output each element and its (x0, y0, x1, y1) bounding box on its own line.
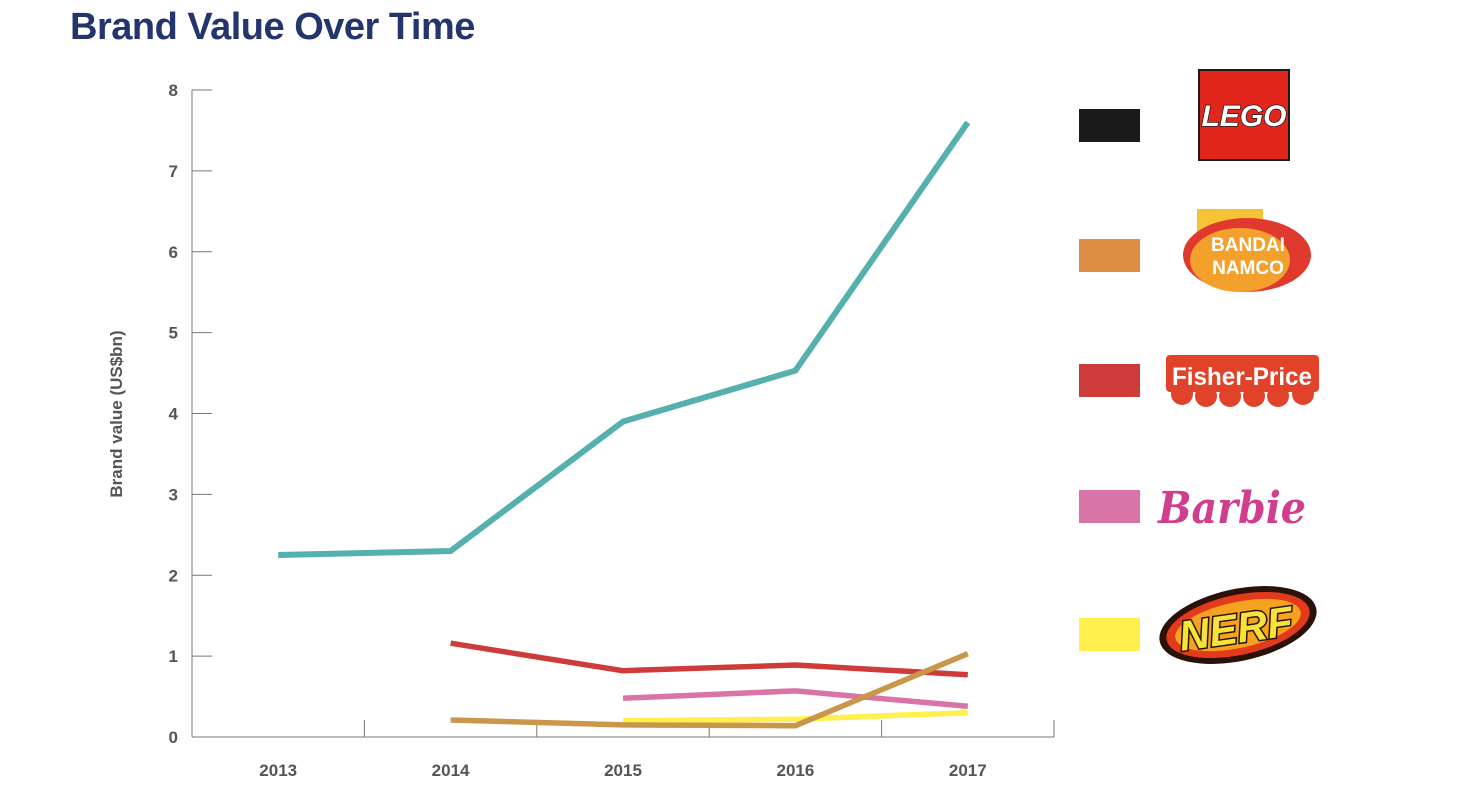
fisher-price-logo-icon: Fisher-Price (1166, 355, 1319, 407)
y-tick-label-4: 4 (169, 405, 179, 424)
bandai-namco-logo-line1: BANDAI (1211, 235, 1285, 256)
series-lines (278, 120, 971, 729)
y-tick-label-0: 0 (169, 728, 178, 747)
series-line-barbie (622, 688, 969, 710)
nerf-logo-icon: NERF (1159, 586, 1317, 664)
legend: LEGO BANDAI NAMCO Fisher-Price Barbie (1079, 69, 1319, 664)
lego-logo-text: LEGO (1201, 100, 1286, 133)
lego-logo-icon: LEGO (1198, 69, 1290, 161)
y-tick-label-1: 1 (169, 647, 178, 666)
legend-swatch-barbie (1079, 490, 1140, 523)
x-tick-label-2017: 2017 (949, 761, 987, 780)
series-line-bandai-namco (450, 651, 969, 729)
bandai-namco-logo-line2: NAMCO (1212, 258, 1284, 279)
y-tick-label-5: 5 (169, 324, 178, 343)
y-axis-title: Brand value (US$bn) (107, 330, 126, 497)
y-tick-label-6: 6 (169, 243, 178, 262)
chart-title: Brand Value Over Time (70, 6, 475, 48)
series-line-fisher-price (450, 640, 968, 678)
series-line-lego (278, 120, 971, 558)
axes: 0 1 2 3 4 5 6 7 8 2013 2014 2015 2016 2017 (169, 81, 1055, 780)
x-tick-label-2014: 2014 (432, 761, 470, 780)
legend-swatch-lego (1079, 109, 1140, 142)
x-tick-label-2013: 2013 (259, 761, 297, 780)
y-tick-label-2: 2 (169, 566, 178, 585)
fisher-price-logo-text: Fisher-Price (1172, 363, 1312, 391)
legend-swatch-nerf (1079, 618, 1140, 651)
legend-swatch-bandai-namco (1079, 239, 1140, 272)
y-tick-label-8: 8 (169, 81, 178, 100)
barbie-logo-text: Barbie (1156, 483, 1306, 534)
legend-swatch-fisher-price (1079, 364, 1140, 397)
y-tick-label-3: 3 (169, 485, 178, 504)
x-tick-label-2016: 2016 (776, 761, 814, 780)
series-line-nerf (622, 709, 968, 724)
x-tick-label-2015: 2015 (604, 761, 642, 780)
barbie-logo-icon: Barbie (1156, 483, 1306, 534)
y-tick-label-7: 7 (169, 162, 178, 181)
bandai-namco-logo-icon: BANDAI NAMCO (1183, 209, 1311, 292)
